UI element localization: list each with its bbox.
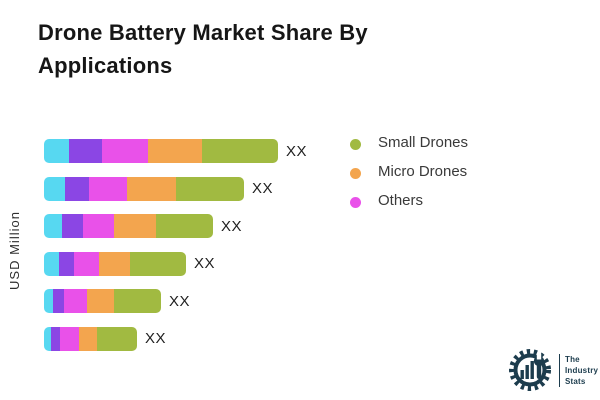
legend-item: Others — [350, 190, 468, 210]
bar-value-label: XX — [194, 255, 216, 272]
brand-line-1: The — [565, 354, 580, 364]
bar-segment — [64, 289, 87, 313]
bar-segment — [44, 139, 69, 163]
bar-segment — [156, 214, 213, 238]
bar-segment — [127, 176, 176, 201]
legend: Small Drones Micro Drones Others — [350, 132, 468, 210]
bar-segment — [59, 251, 74, 276]
bars: XX XX XX XX XX XX — [44, 139, 307, 364]
bar-segment — [87, 289, 114, 313]
bar-segment — [44, 326, 51, 351]
bar-segment — [44, 214, 62, 238]
bar-row: XX — [44, 139, 307, 163]
legend-dot-icon — [350, 167, 361, 179]
bar-value-label: XX — [169, 292, 191, 310]
legend-label: Small Drones — [378, 133, 469, 151]
stacked-bar — [44, 251, 186, 276]
stacked-bar — [44, 289, 161, 313]
bar-segment — [114, 214, 156, 238]
brand-line-3: Stats — [565, 376, 586, 386]
bar-row: XX — [44, 251, 307, 276]
bar-row: XX — [44, 214, 307, 238]
bar-segment — [102, 139, 148, 163]
legend-label: Micro Drones — [378, 162, 468, 180]
bar-segment — [60, 326, 79, 351]
bar-segment — [176, 176, 244, 201]
bar-value-label: XX — [221, 217, 243, 235]
gear-wrench-chart-icon — [509, 349, 551, 391]
legend-label: Others — [378, 191, 424, 209]
y-axis-label: USD Million — [6, 210, 22, 290]
stacked-bar — [44, 214, 213, 238]
bar-segment — [99, 251, 130, 276]
brand-line-2: Industry — [565, 365, 599, 375]
bar-segment — [74, 251, 99, 276]
stacked-bar — [44, 176, 244, 201]
bar-segment — [97, 326, 137, 351]
bar-segment — [114, 289, 161, 313]
legend-dot-icon — [350, 138, 361, 150]
stacked-bar — [44, 326, 137, 351]
bar-segment — [89, 176, 127, 201]
bar-value-label: XX — [252, 180, 274, 197]
brand-text: The Industry Stats — [559, 353, 599, 387]
brand-logo: The Industry Stats — [509, 348, 598, 392]
bar-segment — [53, 289, 64, 313]
chart-title: Drone Battery Market Share By Applicatio… — [38, 20, 368, 78]
bar-segment — [148, 139, 202, 163]
bar-segment — [44, 289, 53, 313]
bar-segment — [69, 139, 102, 163]
bar-segment — [62, 214, 83, 238]
bar-segment — [83, 214, 114, 238]
bar-segment — [51, 326, 60, 351]
bar-segment — [65, 176, 89, 201]
y-axis: USD Million — [0, 150, 28, 350]
bar-segment — [130, 251, 186, 276]
bar-segment — [44, 251, 59, 276]
bar-segment — [79, 326, 97, 351]
bar-row: XX — [44, 326, 307, 351]
bar-row: XX — [44, 176, 307, 201]
legend-item: Small Drones — [350, 132, 468, 152]
bar-value-label: XX — [145, 330, 167, 347]
legend-dot-icon — [350, 196, 361, 208]
bar-segment — [44, 176, 65, 201]
bar-value-label: XX — [286, 142, 308, 160]
legend-item: Micro Drones — [350, 161, 468, 181]
bar-row: XX — [44, 289, 307, 313]
stacked-bar — [44, 139, 278, 163]
bar-segment — [202, 139, 278, 163]
